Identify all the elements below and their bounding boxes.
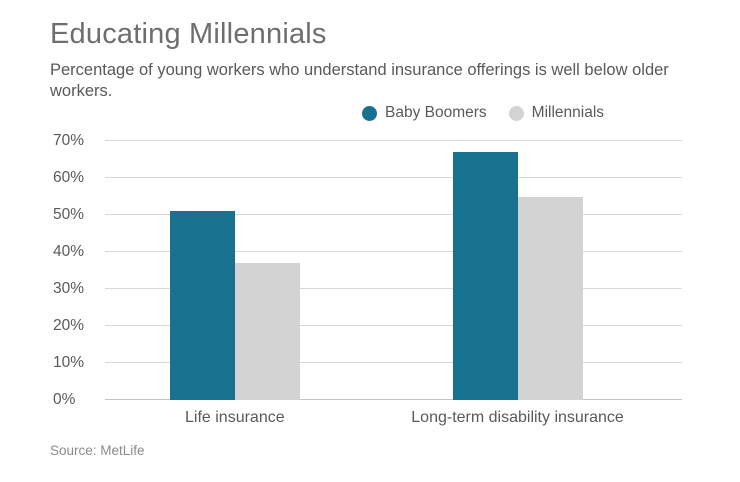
y-tick-label: 70% bbox=[53, 132, 85, 149]
gridline bbox=[105, 399, 682, 400]
millennials-swatch-icon bbox=[508, 105, 524, 121]
legend: Baby Boomers Millennials bbox=[362, 104, 604, 122]
bar-group-long-term-disability-insurance bbox=[452, 141, 583, 400]
y-tick-label: 0% bbox=[53, 391, 76, 408]
gridline bbox=[105, 325, 682, 326]
y-tick-label: 60% bbox=[53, 169, 85, 186]
gridline bbox=[105, 140, 682, 141]
y-tick-label: 40% bbox=[53, 243, 85, 261]
legend-label-baby-boomers: Baby Boomers bbox=[385, 104, 487, 121]
y-tick-label: 50% bbox=[53, 206, 85, 223]
legend-item-millennials: Millennials bbox=[508, 104, 605, 122]
bar-millennials bbox=[517, 196, 583, 400]
y-tick-label: 10% bbox=[53, 354, 85, 372]
gridline bbox=[105, 177, 682, 178]
legend-item-baby-boomers: Baby Boomers bbox=[362, 104, 487, 122]
y-tick-label: 30% bbox=[53, 280, 85, 297]
bar-group-life-insurance bbox=[169, 141, 300, 400]
legend-label-millennials: Millennials bbox=[531, 104, 605, 121]
page-title: Educating Millennials bbox=[50, 18, 327, 50]
baby-boomers-swatch-icon bbox=[362, 105, 377, 121]
bar-millennials bbox=[234, 263, 300, 400]
plot-area: 0% 10% 20% 30% 40% 50% 60% 70% Life insurance Lon… bbox=[53, 132, 682, 426]
gridline bbox=[105, 362, 682, 363]
x-axis-label: Long-term disability insurance bbox=[411, 409, 624, 426]
x-axis-label: Life insurance bbox=[185, 409, 285, 426]
y-tick-label: 20% bbox=[53, 317, 85, 335]
gridline bbox=[105, 214, 682, 215]
source-note: Source: MetLife bbox=[50, 443, 145, 458]
bar-baby-boomers bbox=[452, 152, 518, 400]
bar-baby-boomers bbox=[169, 211, 235, 400]
gridline bbox=[105, 251, 682, 252]
gridline bbox=[105, 288, 682, 289]
chart-subtitle: Percentage of young workers who understa… bbox=[50, 61, 669, 101]
